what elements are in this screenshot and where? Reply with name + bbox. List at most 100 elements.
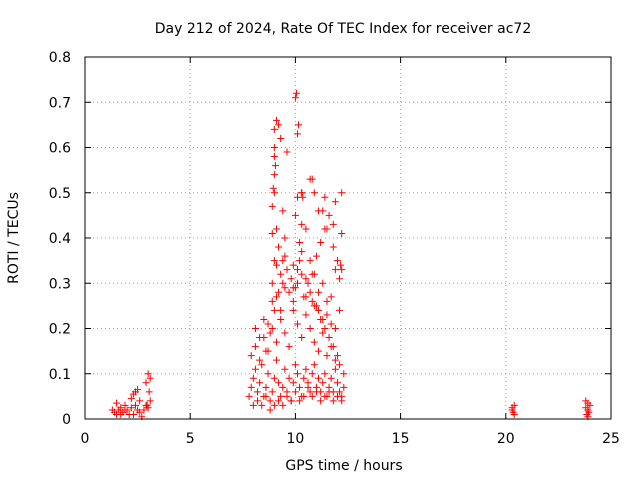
data-point xyxy=(281,252,289,260)
chart-title: Day 212 of 2024, Rate Of TEC Index for r… xyxy=(155,21,531,37)
y-tick-label: 0.2 xyxy=(49,322,71,338)
data-point xyxy=(323,225,331,233)
data-point xyxy=(306,325,314,332)
data-point xyxy=(281,365,289,373)
data-point xyxy=(294,320,302,328)
data-point xyxy=(296,397,304,405)
data-point xyxy=(268,297,276,305)
data-point xyxy=(281,284,289,292)
data-point xyxy=(249,401,257,409)
x-tick-label: 0 xyxy=(81,431,90,447)
x-tick-label: 25 xyxy=(602,431,620,447)
data-point xyxy=(327,374,335,382)
data-point xyxy=(266,329,274,337)
data-point xyxy=(340,370,348,378)
data-point xyxy=(289,297,297,305)
data-point xyxy=(289,306,297,314)
data-point xyxy=(329,243,337,251)
data-point xyxy=(272,338,280,346)
data-point xyxy=(321,193,329,201)
data-point xyxy=(262,383,270,391)
data-point xyxy=(144,370,152,378)
data-point xyxy=(277,392,285,400)
data-point xyxy=(262,347,270,355)
data-point xyxy=(266,397,274,405)
y-tick-label: 0.3 xyxy=(49,276,71,292)
data-point xyxy=(268,229,276,237)
x-tick-label: 20 xyxy=(497,431,515,447)
data-point xyxy=(140,406,148,414)
data-point xyxy=(285,374,293,382)
data-point xyxy=(317,397,325,405)
data-point xyxy=(279,383,287,391)
data-point xyxy=(329,397,337,405)
data-point xyxy=(289,261,297,269)
data-point xyxy=(251,343,259,351)
data-point xyxy=(268,325,276,332)
data-point xyxy=(127,404,135,412)
data-point xyxy=(336,361,344,369)
data-point xyxy=(298,189,306,197)
data-point xyxy=(131,401,139,409)
data-point xyxy=(331,365,339,373)
data-point xyxy=(275,288,283,296)
data-point xyxy=(298,220,306,228)
data-point xyxy=(327,293,335,301)
data-point xyxy=(256,379,264,387)
data-point xyxy=(331,356,339,364)
data-point xyxy=(127,395,135,403)
data-point xyxy=(327,320,335,328)
data-point xyxy=(296,257,304,265)
data-point xyxy=(325,211,333,219)
data-point xyxy=(291,361,299,369)
data-point xyxy=(308,370,316,378)
data-point xyxy=(295,121,303,129)
data-point xyxy=(310,361,318,369)
data-point xyxy=(329,343,337,351)
data-point xyxy=(291,94,299,102)
data-point xyxy=(270,257,278,265)
data-point xyxy=(338,189,346,197)
x-tick-label: 10 xyxy=(286,431,304,447)
data-point xyxy=(304,383,312,391)
data-point xyxy=(279,257,287,265)
data-point xyxy=(319,279,327,287)
data-point xyxy=(333,392,341,400)
data-point xyxy=(270,306,278,314)
data-point xyxy=(302,275,310,283)
data-point xyxy=(283,148,291,156)
data-point xyxy=(333,352,341,360)
data-point xyxy=(294,279,302,287)
data-point xyxy=(264,320,272,328)
data-point xyxy=(292,89,300,97)
data-point xyxy=(337,261,345,269)
data-point xyxy=(281,234,289,242)
data-point xyxy=(298,334,306,342)
data-point xyxy=(256,334,264,342)
data-point xyxy=(146,397,154,405)
data-point xyxy=(325,388,333,396)
data-point xyxy=(268,202,276,210)
data-point xyxy=(300,374,308,382)
data-point xyxy=(336,275,344,283)
data-point xyxy=(117,410,125,418)
data-point xyxy=(287,397,295,405)
data-point xyxy=(315,347,323,355)
data-point xyxy=(258,401,266,409)
data-point xyxy=(294,370,302,378)
y-tick-label: 0 xyxy=(62,412,71,428)
data-point xyxy=(117,404,125,412)
data-point xyxy=(260,315,268,323)
y-tick-label: 0.8 xyxy=(49,50,71,66)
data-point xyxy=(296,383,304,391)
data-point xyxy=(508,404,516,412)
data-point xyxy=(268,279,276,287)
x-tick-label: 5 xyxy=(186,431,195,447)
data-point xyxy=(287,275,295,283)
data-point xyxy=(317,239,325,247)
y-tick-label: 0.4 xyxy=(49,231,71,247)
data-point xyxy=(584,399,592,407)
data-point xyxy=(338,266,346,274)
data-point xyxy=(338,397,346,405)
